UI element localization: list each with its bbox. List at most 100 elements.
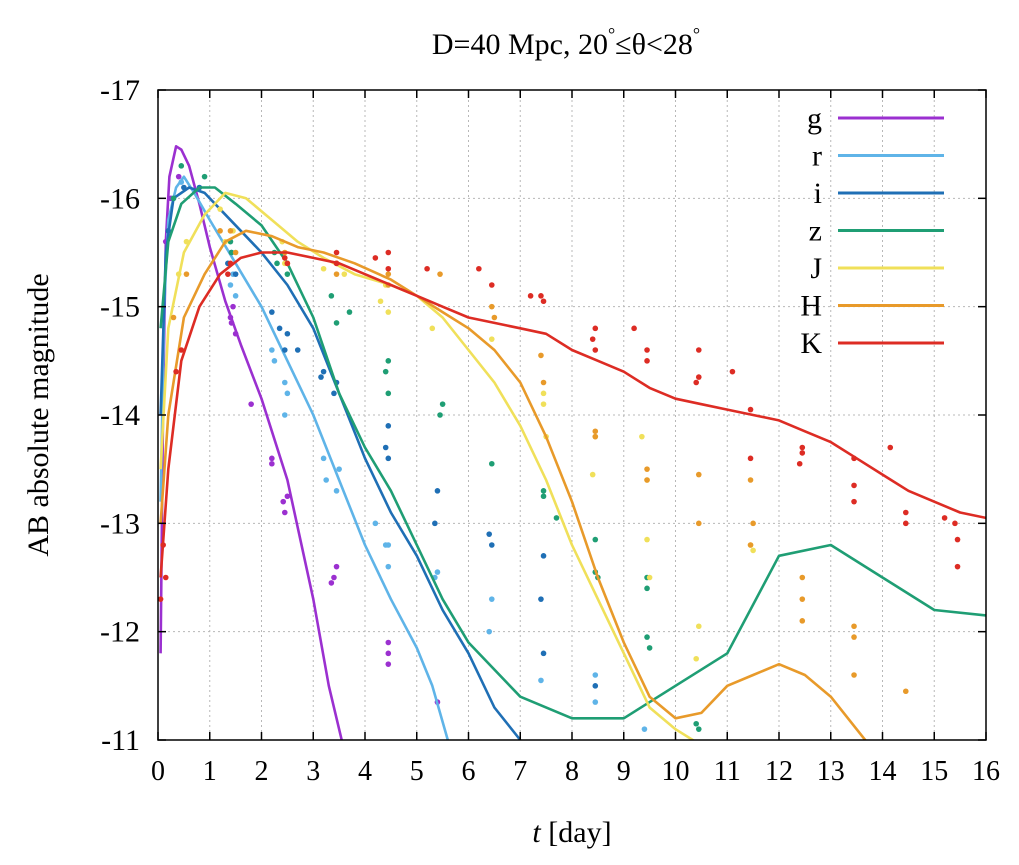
y-axis-label: AB absolute magnitude [22,273,55,556]
axis-ticks: 0 1 2 3 4 5 6 7 8 9 10 11 12 13 14 15 16-17-16-15-14-13-… [100,74,1000,787]
data-point-r [488,596,495,602]
y-tick-label: -15 [100,291,140,324]
data-point-K [488,282,495,288]
data-point-H [747,542,754,548]
x-tick-label: 9 [617,756,631,787]
data-point-K [954,536,961,543]
data-point-i [281,347,288,353]
legend-label-i: i [814,177,822,210]
data-point-J [488,336,495,342]
data-point-H [183,271,190,277]
data-point-K [747,455,754,462]
data-point-K [589,336,596,342]
data-point-g [385,650,392,657]
x-tick-label: 12 [765,756,793,787]
series-g [159,145,441,740]
data-point-r [336,466,342,472]
data-point-H [851,634,857,640]
data-point-H [170,314,177,321]
data-point-H [437,271,443,277]
data-point-K [631,325,637,332]
data-point-z [592,536,599,543]
data-point-K [729,368,736,375]
data-point-g [328,580,335,586]
x-tick-label: 8 [565,756,579,787]
data-point-K [385,265,392,272]
data-point-K [796,460,803,467]
data-point-i [538,596,544,602]
data-point-K [385,249,392,256]
data-point-z [644,634,650,640]
data-point-z [553,515,560,521]
data-point-r [592,672,599,678]
data-point-J [693,655,699,662]
data-point-g [385,661,392,667]
chart-title: D=40 Mpc, 20°≤θ<28° [432,24,700,61]
data-point-z [693,720,699,727]
series-line-z [159,186,986,720]
data-point-K [851,498,857,505]
data-point-z [437,412,443,418]
data-point-i [540,650,547,657]
data-point-J [217,206,223,212]
data-point-r [385,542,392,548]
data-point-H [538,352,544,359]
data-point-z [201,173,208,180]
data-point-g [333,563,340,570]
x-tick-label: 16 [972,756,1000,787]
legend-label-J: J [810,252,822,285]
data-point-g [248,401,254,407]
series-line-H [159,229,867,740]
data-point-r [271,358,278,364]
data-point-K [799,444,806,451]
data-point-J [320,265,327,272]
data-point-i [592,683,599,689]
data-point-r [320,455,327,462]
y-tick-label: -14 [100,399,140,432]
data-point-i [284,330,291,337]
data-point-r [227,282,234,288]
data-point-K [592,325,599,332]
series-r [159,175,648,740]
data-point-K [173,368,179,375]
data-point-z [382,368,389,375]
data-point-J [385,309,392,315]
data-point-i [432,520,438,527]
x-tick-label: 3 [306,756,320,787]
data-point-z [328,293,335,299]
data-point-H [695,471,702,478]
data-point-H [851,672,857,678]
series-z [159,163,986,732]
data-point-J [639,433,645,440]
data-point-z [439,401,446,407]
data-point-z [333,320,340,326]
data-point-z [170,195,177,202]
data-point-i [276,325,283,332]
x-tick-label: 11 [714,756,741,787]
legend-label-z: z [809,215,822,248]
data-point-J [644,536,650,543]
data-point-g [284,493,291,500]
data-point-z [385,390,392,397]
data-point-K [527,293,534,299]
data-point-r [372,520,379,527]
data-point-K [158,596,164,602]
data-point-r [592,699,599,705]
data-point-K [644,358,650,364]
data-point-i [385,455,392,462]
data-point-z [488,460,495,467]
x-tick-label: 13 [817,756,845,787]
data-point-J [377,298,384,305]
data-point-g [230,303,236,310]
legend-label-r: r [812,140,822,173]
data-point-r [538,677,544,684]
data-point-H [644,477,650,483]
data-point-z [178,163,185,169]
data-point-K [476,265,482,272]
data-point-H [491,314,498,321]
data-point-g [175,173,182,180]
data-point-K [695,347,702,353]
data-point-J [429,325,436,332]
data-point-r [333,488,340,494]
data-point-K [887,444,894,451]
